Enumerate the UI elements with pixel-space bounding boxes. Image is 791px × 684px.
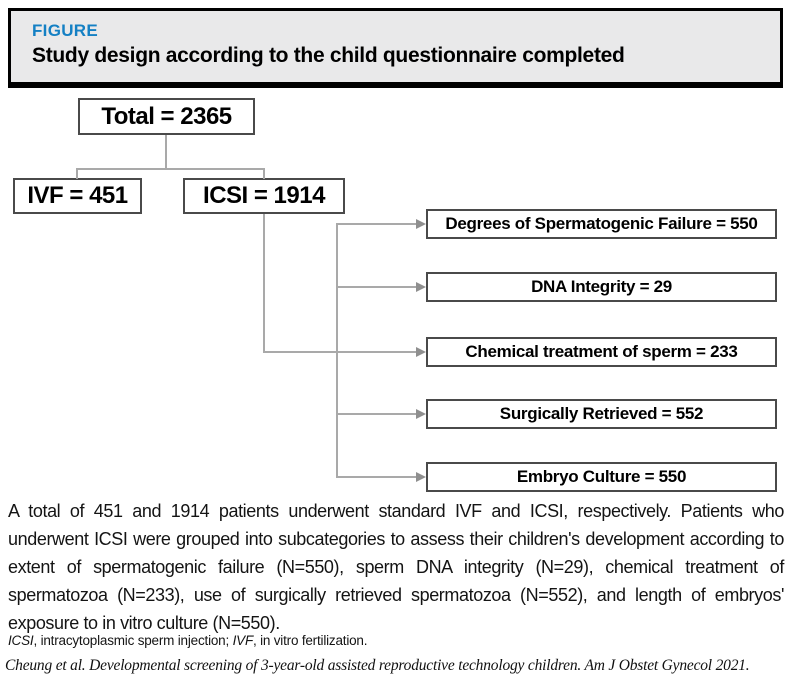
abbreviation-footnote: ICSI, intracytoplasmic sperm injection; … bbox=[8, 633, 778, 648]
connector-branch-embryo bbox=[336, 476, 416, 478]
node-icsi: ICSI = 1914 bbox=[183, 178, 345, 214]
node-dna-integrity: DNA Integrity = 29 bbox=[426, 272, 777, 302]
figure-kicker: FIGURE bbox=[32, 21, 99, 40]
abbreviation-ivf: IVF bbox=[232, 633, 254, 648]
node-ivf: IVF = 451 bbox=[13, 178, 142, 214]
footnote-text: , intracytoplasmic sperm injection; bbox=[33, 633, 233, 648]
footnote-text: , in vitro fertilization. bbox=[253, 633, 368, 648]
node-spermatogenic-failure: Degrees of Spermatogenic Failure = 550 bbox=[426, 209, 777, 239]
arrowhead-icon bbox=[416, 409, 426, 419]
connector-branch-dna bbox=[336, 286, 416, 288]
node-total: Total = 2365 bbox=[78, 98, 255, 135]
connector-branch-degrees bbox=[336, 223, 416, 225]
abbreviation-icsi: ICSI bbox=[8, 633, 34, 648]
connector-ivf-drop bbox=[76, 168, 78, 179]
connector-icsi-stem bbox=[263, 214, 265, 353]
arrowhead-icon bbox=[416, 219, 426, 229]
arrowhead-icon bbox=[416, 282, 426, 292]
connector-icsi-chemical bbox=[263, 351, 416, 353]
node-chemical-treatment: Chemical treatment of sperm = 233 bbox=[426, 337, 777, 367]
connector-trunk bbox=[336, 223, 338, 478]
node-embryo-culture: Embryo Culture = 550 bbox=[426, 462, 777, 492]
figure-caption: A total of 451 and 1914 patients underwe… bbox=[8, 501, 784, 633]
connector-total-stem bbox=[165, 135, 167, 169]
node-surgically-retrieved: Surgically Retrieved = 552 bbox=[426, 399, 777, 429]
figure-header: FIGURE Study design according to the chi… bbox=[8, 8, 783, 88]
citation-line: Cheung et al. Developmental screening of… bbox=[5, 657, 750, 674]
connector-icsi-drop bbox=[263, 168, 265, 179]
arrowhead-icon bbox=[416, 347, 426, 357]
connector-branch-surgical bbox=[336, 413, 416, 415]
arrowhead-icon bbox=[416, 472, 426, 482]
connector-branch-bar bbox=[76, 168, 265, 170]
figure-title: Study design according to the child ques… bbox=[32, 44, 625, 67]
